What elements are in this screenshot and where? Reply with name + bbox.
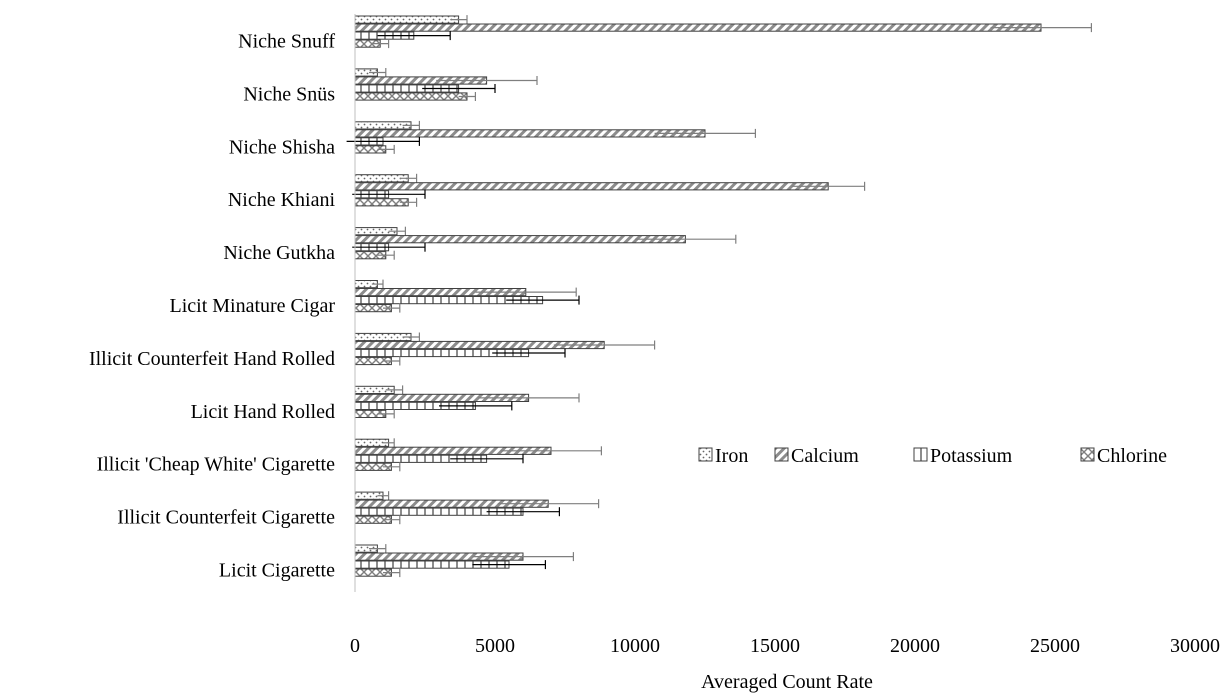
category-label: Niche Snuff — [238, 30, 335, 52]
category-label: Niche Khiani — [228, 189, 336, 211]
category-label: Illicit Counterfeit Cigarette — [117, 507, 335, 529]
error-bar-calcium — [497, 499, 600, 509]
error-bar-potassium — [506, 295, 580, 305]
bar-calcium — [354, 129, 706, 138]
error-bar-chlorine — [377, 250, 395, 260]
error-bar-potassium — [346, 136, 420, 146]
category-label: Licit Cigarette — [219, 559, 335, 581]
error-bar-iron — [369, 68, 387, 77]
x-tick-label: 30000 — [1170, 635, 1220, 657]
legend-item-potassium: Potassium — [913, 445, 1013, 467]
error-bar-iron — [385, 385, 404, 395]
error-bar-iron — [399, 173, 418, 183]
bar-iron — [354, 15, 460, 24]
bars-layer — [346, 15, 1093, 578]
error-bar-potassium — [422, 84, 496, 93]
error-bar-chlorine — [383, 303, 401, 313]
x-tick-label: 10000 — [610, 635, 660, 657]
category-label: Illicit Counterfeit Hand Rolled — [89, 348, 335, 370]
legend-label: Calcium — [791, 445, 859, 467]
x-tick-label: 5000 — [475, 635, 515, 657]
error-bar-iron — [371, 279, 384, 289]
error-bar-potassium — [352, 189, 426, 199]
error-bar-calcium — [654, 128, 757, 138]
x-tick-label: 0 — [350, 635, 360, 657]
error-bar-potassium — [377, 31, 451, 41]
error-bar-potassium — [450, 454, 524, 464]
legend-label: Iron — [715, 445, 748, 467]
legend-swatch — [1080, 447, 1095, 462]
error-bar-chlorine — [377, 144, 395, 154]
category-label: Niche Shisha — [229, 136, 335, 158]
x-axis-title: Averaged Count Rate — [701, 671, 873, 693]
error-bar-calcium — [436, 76, 538, 85]
error-bar-chlorine — [383, 462, 401, 472]
error-bar-iron — [402, 332, 420, 342]
error-bar-chlorine — [383, 568, 401, 578]
error-bar-calcium — [472, 552, 575, 562]
error-bar-potassium — [492, 348, 566, 358]
error-bar-calcium — [500, 446, 603, 456]
error-bar-iron — [402, 120, 420, 130]
error-bar-calcium — [635, 234, 737, 244]
x-tick-label: 15000 — [750, 635, 800, 657]
category-labels: Niche Snuff Niche Snüs Niche Shisha Niche K… — [89, 30, 336, 581]
error-bar-iron — [377, 491, 390, 501]
error-bar-chlorine — [383, 356, 401, 366]
category-label: Niche Gutkha — [223, 242, 335, 264]
error-bar-chlorine — [371, 39, 390, 49]
error-bar-calcium — [990, 23, 1093, 33]
bar-calcium — [354, 23, 1042, 32]
error-bar-calcium — [791, 181, 866, 191]
error-bar-iron — [383, 438, 395, 448]
legend-item-iron: Iron — [698, 445, 748, 467]
legend-label: Chlorine — [1097, 445, 1167, 467]
error-bar-calcium — [475, 287, 577, 297]
error-bar-calcium — [478, 393, 580, 403]
error-bar-potassium — [352, 242, 426, 252]
error-bar-iron — [388, 226, 406, 236]
legend-label: Potassium — [930, 445, 1013, 467]
error-bar-potassium — [439, 401, 513, 411]
category-label: Illicit 'Cheap White' Cigarette — [97, 454, 336, 476]
legend-swatch — [698, 447, 713, 462]
error-bar-chlorine — [383, 515, 401, 525]
error-bar-potassium — [472, 560, 547, 570]
error-bar-potassium — [486, 507, 561, 517]
category-label: Licit Hand Rolled — [191, 401, 335, 423]
error-bar-chlorine — [458, 92, 476, 101]
error-bar-chlorine — [377, 409, 395, 419]
x-tick-label: 20000 — [890, 635, 940, 657]
legend: Iron Calcium Potassium Chlorine — [698, 445, 1167, 467]
category-label: Niche Snüs — [243, 83, 335, 105]
legend-swatch — [913, 447, 928, 462]
bar-calcium — [354, 182, 829, 191]
legend-swatch — [774, 447, 789, 462]
legend-item-chlorine: Chlorine — [1080, 445, 1167, 467]
error-bar-iron — [450, 15, 468, 25]
category-label: Licit Minature Cigar — [169, 295, 335, 317]
legend-item-calcium: Calcium — [774, 445, 859, 467]
error-bar-calcium — [553, 340, 656, 350]
x-tick-label: 25000 — [1030, 635, 1080, 657]
x-tick-labels: 0 5000 10000 15000 20000 25000 30000 — [350, 635, 1220, 657]
error-bar-iron — [369, 544, 387, 554]
error-bar-chlorine — [399, 197, 418, 207]
bar-chlorine — [354, 92, 468, 101]
